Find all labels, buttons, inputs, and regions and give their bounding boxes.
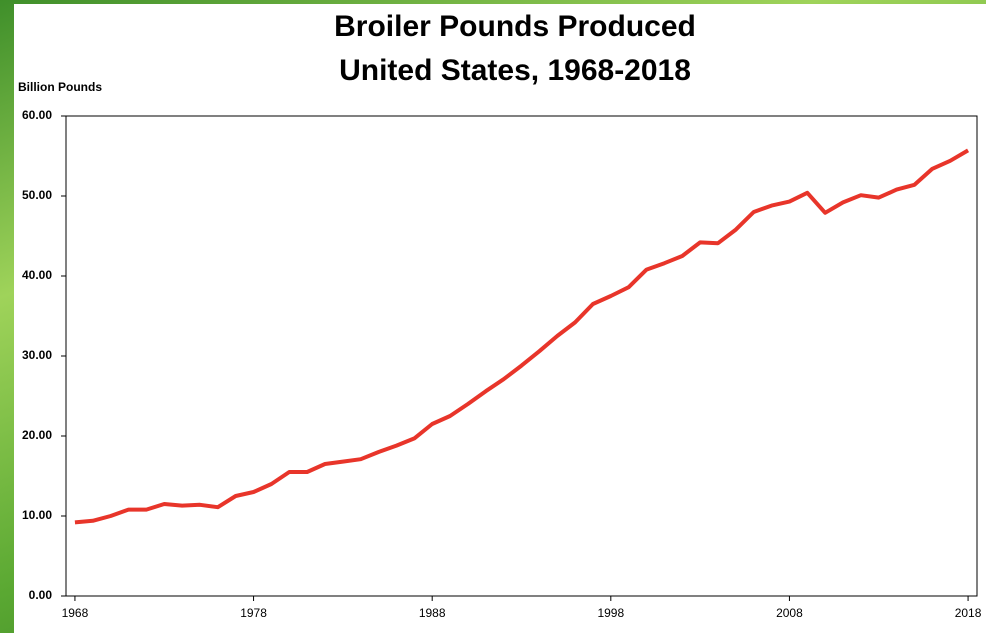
data-line (74, 148, 970, 525)
x-tick-label: 1968 (62, 606, 89, 620)
x-tick-label: 2018 (955, 606, 982, 620)
y-tick-label: 30.00 (22, 348, 52, 362)
x-tick-label: 1978 (240, 606, 267, 620)
x-tick-label: 1988 (419, 606, 446, 620)
x-tick-label: 1998 (597, 606, 624, 620)
chart-subtitle: United States, 1968-2018 (339, 54, 691, 87)
y-tick-label: 50.00 (22, 188, 52, 202)
y-tick-label: 0.00 (29, 588, 53, 602)
x-tick-label: 2008 (776, 606, 803, 620)
y-axis-label: Billion Pounds (18, 80, 102, 94)
y-tick-label: 40.00 (22, 268, 52, 282)
y-tick-label: 20.00 (22, 428, 52, 442)
chart-panel (14, 4, 986, 633)
y-tick-label: 60.00 (22, 108, 52, 122)
chart-title: Broiler Pounds Produced (334, 10, 696, 43)
y-tick-label: 10.00 (22, 508, 52, 522)
plot-frame (65, 115, 978, 597)
